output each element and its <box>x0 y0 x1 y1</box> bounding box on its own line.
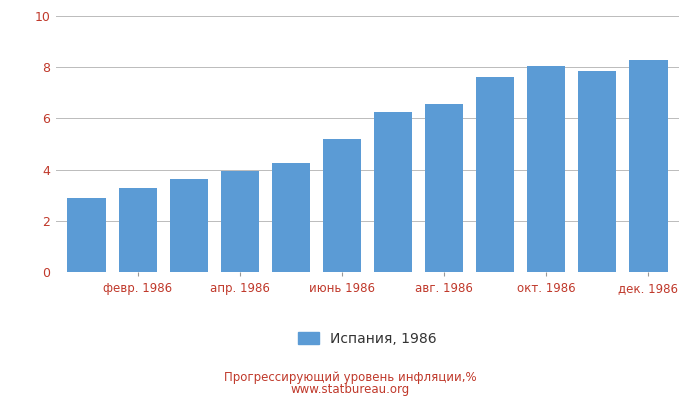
Bar <box>118 188 157 272</box>
Bar <box>67 198 106 272</box>
Bar <box>527 66 566 272</box>
Bar <box>220 171 259 272</box>
Bar <box>169 178 208 272</box>
Bar <box>374 112 412 272</box>
Bar <box>476 78 514 272</box>
Text: Прогрессирующий уровень инфляции,%: Прогрессирующий уровень инфляции,% <box>224 372 476 384</box>
Bar <box>629 60 668 272</box>
Bar <box>425 104 463 272</box>
Bar <box>272 163 310 272</box>
Bar <box>323 139 361 272</box>
Bar <box>578 71 617 272</box>
Text: www.statbureau.org: www.statbureau.org <box>290 384 410 396</box>
Legend: Испания, 1986: Испания, 1986 <box>291 325 444 353</box>
